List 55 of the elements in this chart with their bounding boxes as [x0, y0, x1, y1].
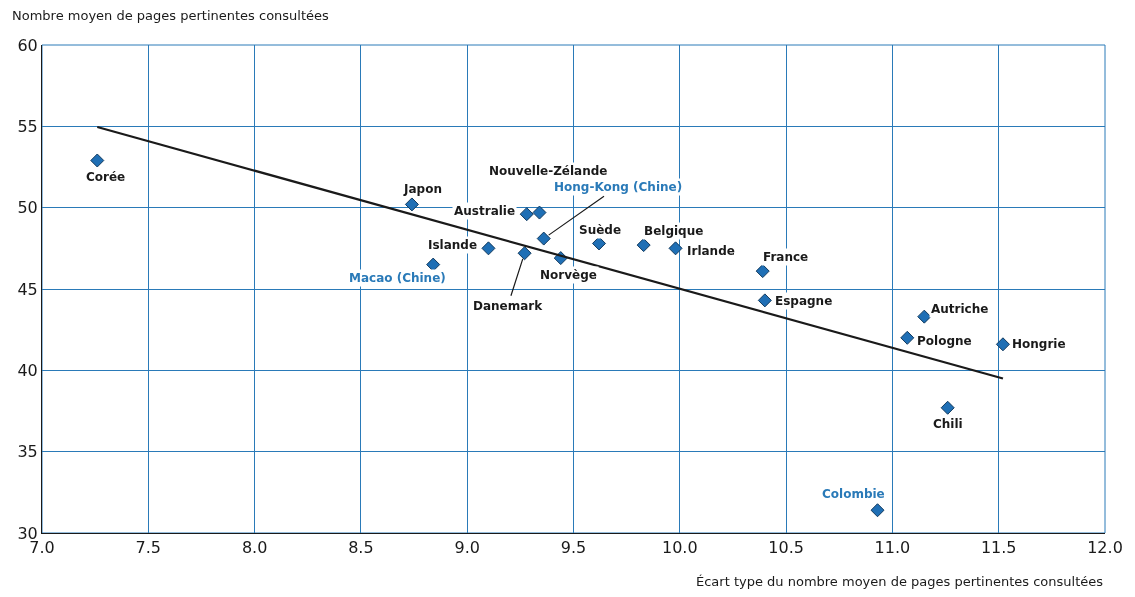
annotation: France [763, 250, 809, 264]
x-tick-label: 8.0 [241, 538, 268, 558]
x-tick-label: 10.5 [768, 538, 804, 558]
annotation: Nouvelle-Zélande [489, 164, 608, 178]
point [481, 241, 496, 256]
point [870, 503, 885, 518]
annotation: Belgique [644, 224, 704, 238]
point [668, 241, 683, 256]
annotation: Chili [933, 417, 963, 431]
point [90, 153, 105, 168]
annotation: Suède [579, 223, 622, 237]
annotation: Espagne [775, 294, 833, 308]
annotation: Islande [428, 238, 478, 252]
point [519, 207, 534, 222]
x-tick-label: 11.0 [874, 538, 911, 558]
point [940, 400, 955, 415]
x-tick-label: 9.5 [560, 538, 587, 558]
x-tick-label: 10.0 [661, 538, 698, 558]
x-axis-title: Écart type du nombre moyen de pages pertinentes consultées [696, 574, 1104, 589]
point [426, 257, 441, 272]
annotation: Autriche [931, 302, 989, 316]
point [404, 197, 419, 212]
annotation: Pologne [917, 334, 972, 348]
point [995, 337, 1010, 352]
annotation: Macao (Chine) [349, 271, 446, 285]
point [536, 231, 551, 246]
point [517, 246, 532, 261]
x-tick-label: 12.0 [1087, 538, 1123, 558]
x-tick-label: 7.0 [29, 538, 55, 558]
annotation: Irlande [687, 244, 735, 258]
y-tick-label: 50 [17, 198, 38, 218]
y-tick-label: 55 [17, 116, 38, 136]
point [755, 264, 770, 279]
y-axis-title: Nombre moyen de pages pertinentes consultées [12, 8, 330, 23]
point [636, 238, 651, 253]
x-tick-label: 7.5 [135, 538, 162, 558]
annotation: Danemark [473, 299, 544, 313]
annotation: Hong-Kong (Chine) [554, 180, 683, 194]
annotation: Hongrie [1012, 337, 1066, 351]
y-tick-label: 40 [17, 360, 38, 380]
y-tick-label: 60 [17, 35, 38, 55]
annotation: Colombie [822, 487, 885, 501]
x-tick-label: 8.5 [348, 538, 374, 558]
x-tick-label: 11.5 [980, 538, 1017, 558]
annotation: Japon [403, 182, 442, 196]
annotation: Corée [86, 170, 126, 184]
point [900, 330, 915, 345]
x-tick-label: 9.0 [454, 538, 480, 558]
y-tick-label: 35 [17, 442, 38, 462]
point [532, 205, 547, 220]
point [757, 293, 772, 308]
annotation: Norvège [540, 268, 597, 282]
annotation: Australie [454, 204, 516, 218]
point [917, 309, 932, 324]
y-tick-label: 45 [17, 279, 38, 299]
